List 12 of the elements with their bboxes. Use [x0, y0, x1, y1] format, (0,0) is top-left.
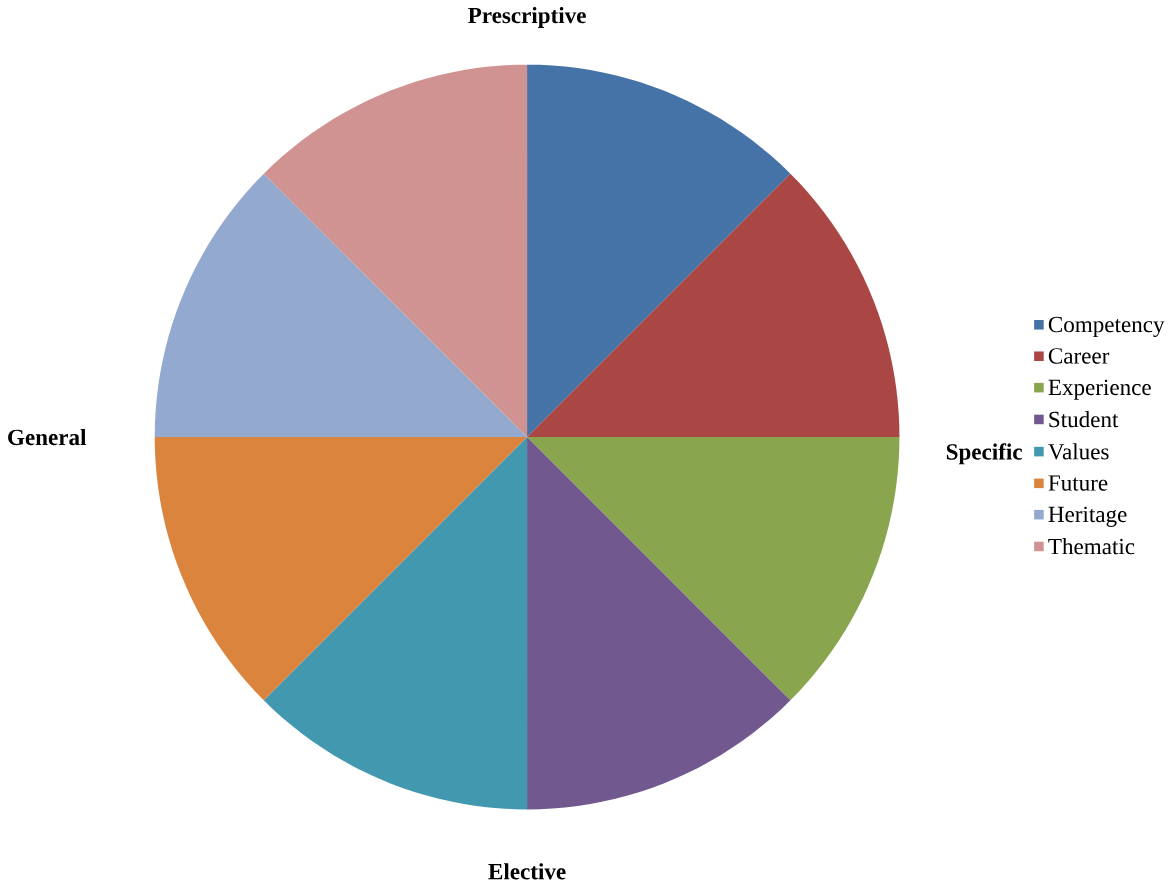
legend-label: Career	[1048, 348, 1110, 364]
text: General	[8, 428, 87, 445]
legend-label: Heritage	[1048, 506, 1127, 527]
text: Elective	[488, 862, 566, 880]
legend-label: Thematic	[1048, 537, 1135, 555]
text: Prescriptive	[468, 6, 586, 28]
legend-label: Competency	[1048, 316, 1165, 337]
text: Specific	[946, 443, 1023, 465]
legend-label: Experience	[1048, 379, 1151, 400]
legend-label: Student	[1049, 410, 1119, 428]
legend-label: Values	[1048, 443, 1109, 460]
legend-label: Future	[1048, 475, 1108, 491]
